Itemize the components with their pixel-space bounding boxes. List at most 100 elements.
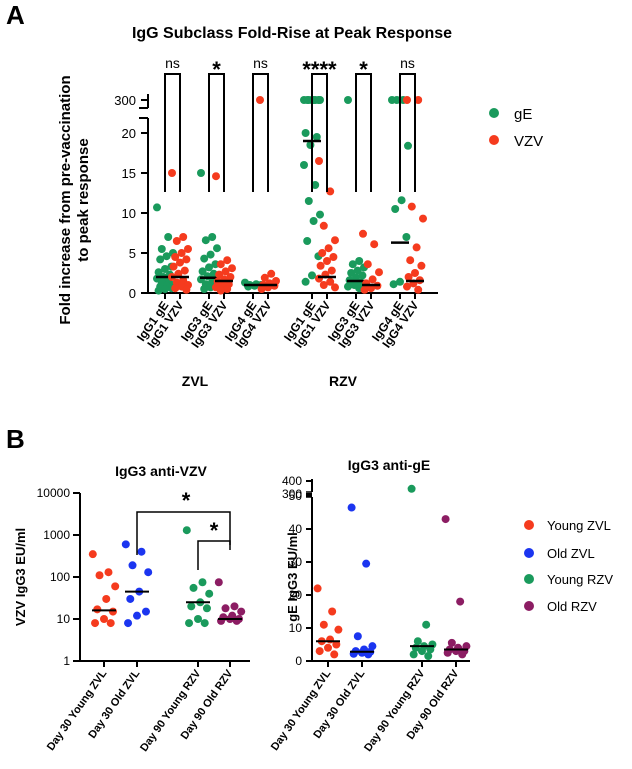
chart-b1-xtick-label: Day 90 Young RZV — [138, 667, 204, 754]
chart-b2-point — [422, 620, 431, 629]
chart-b2-ylabel: gE IgG3 EU/ml — [285, 532, 300, 622]
chart-b1-point — [133, 611, 141, 620]
chart-b1-ytick-label: 1 — [63, 654, 70, 668]
chart-a-point — [414, 285, 423, 294]
chart-b2-point — [315, 647, 324, 656]
chart-a-point — [304, 197, 313, 205]
chart-a-point — [391, 205, 400, 213]
chart-b2-point — [424, 652, 433, 661]
chart-a-point — [359, 229, 367, 238]
chart-a-sig-label: ns — [165, 55, 180, 71]
chart-b2-point — [413, 637, 422, 646]
chart-a-point — [200, 285, 209, 293]
chart-a-point — [389, 280, 398, 289]
chart-a-point — [216, 286, 225, 295]
chart-a-point — [344, 282, 352, 291]
chart-a-point — [396, 277, 404, 286]
chart-b1-sig-bracket — [136, 511, 231, 555]
chart-a-sig-bracket — [208, 73, 225, 192]
chart-b1-point — [126, 594, 135, 603]
chart-a-sig-bracket — [311, 73, 328, 192]
chart-b1-point — [144, 568, 153, 577]
chart-a-point — [326, 187, 335, 196]
chart-b1-xtick-label: Day 30 Young ZVL — [45, 668, 110, 753]
chart-b2-point — [456, 597, 465, 606]
chart-a-point — [314, 96, 323, 104]
chart-a-point — [411, 269, 419, 277]
chart-a-legend-label-vzv: VZV — [514, 133, 543, 150]
chart-a-point — [301, 129, 310, 137]
chart-a-point — [403, 282, 411, 291]
chart-b2-point — [443, 648, 452, 657]
chart-a-point — [182, 285, 191, 294]
chart-b1-point — [93, 605, 102, 614]
chart-a-point — [368, 275, 377, 284]
chart-a-point — [197, 169, 205, 177]
chart-b2-legend-label: Old ZVL — [547, 546, 595, 561]
chart-a-point — [221, 267, 230, 276]
chart-a-ylabel-line1: Fold increase from pre-vaccination — [57, 75, 74, 324]
chart-b2-legend-marker — [524, 601, 534, 611]
panel-b2-chart: IgG3 anti-gE gE IgG3 EU/ml 0 10 20 30 40 503004… — [269, 457, 614, 754]
chart-a-point — [363, 260, 372, 269]
chart-a-point — [267, 269, 276, 278]
chart-b2-point — [441, 515, 450, 524]
chart-a-ytick-label: 10 — [122, 206, 136, 221]
chart-a-point — [153, 203, 161, 212]
chart-b1-point — [124, 619, 133, 628]
chart-a-point — [201, 236, 210, 245]
chart-b2-point — [334, 625, 343, 634]
chart-a-point — [200, 254, 209, 263]
chart-b1-point — [104, 568, 113, 577]
chart-a-point — [419, 214, 427, 223]
chart-a-point — [156, 255, 165, 264]
chart-a-point — [360, 285, 369, 294]
chart-b2-point — [353, 632, 362, 641]
chart-b2-ytick-label: 50 — [289, 489, 303, 503]
chart-a-point — [331, 236, 339, 245]
chart-a-point — [216, 260, 225, 269]
panel-b1-chart: IgG3 anti-VZV VZV IgG3 EU/ml 1 10 100 1000 100… — [13, 463, 250, 754]
chart-b2-point — [326, 635, 335, 644]
chart-a-point — [180, 266, 189, 275]
chart-b2-point — [319, 620, 328, 629]
chart-b1-point — [111, 582, 120, 591]
chart-b1-point — [88, 550, 97, 559]
chart-a-point — [171, 284, 180, 293]
chart-a-point — [414, 96, 423, 104]
chart-a-point — [327, 266, 336, 275]
chart-a-ytick-label: 15 — [122, 166, 136, 181]
chart-b1-point — [108, 607, 117, 616]
chart-b1-point — [137, 547, 146, 556]
chart-b2-legend-label: Old RZV — [547, 599, 597, 614]
chart-b2-legend-label: Young RZV — [547, 572, 613, 587]
chart-a-point — [161, 265, 169, 273]
chart-b2-xtick-label: Day 30 Young ZVL — [269, 668, 334, 753]
chart-b2-point — [447, 638, 456, 647]
chart-a-point — [404, 273, 413, 281]
chart-a-point — [355, 257, 364, 265]
chart-a-point — [407, 202, 416, 211]
chart-b1-point — [121, 540, 130, 549]
chart-a-point — [212, 172, 220, 181]
chart-b1-ylabel: VZV IgG3 EU/ml — [13, 528, 28, 626]
chart-a-group-zvl: ZVL — [182, 373, 209, 389]
panel-a-chart: IgG Subclass Fold-Rise at Peak Response F… — [57, 25, 543, 389]
chart-a-point — [404, 141, 412, 150]
chart-b1-ytick-label: 1000 — [43, 528, 70, 542]
chart-a-point — [171, 253, 180, 261]
chart-b1-title: IgG3 anti-VZV — [115, 463, 207, 479]
chart-b1-point — [100, 615, 108, 623]
chart-a-point — [308, 271, 316, 280]
chart-b1-sig-label: * — [182, 488, 191, 513]
chart-b2-ytick-label: 300 — [282, 487, 302, 501]
chart-a-point — [309, 217, 318, 225]
chart-a-legend-marker-vzv — [489, 135, 499, 145]
chart-a-ytick-label: 5 — [129, 246, 136, 261]
chart-b1-ytick-label: 10000 — [37, 486, 71, 500]
chart-a-sig-bracket — [164, 73, 181, 192]
chart-a-point — [213, 244, 221, 253]
chart-a-point — [311, 181, 320, 189]
chart-a-point — [370, 240, 379, 249]
chart-a-point — [319, 221, 328, 230]
